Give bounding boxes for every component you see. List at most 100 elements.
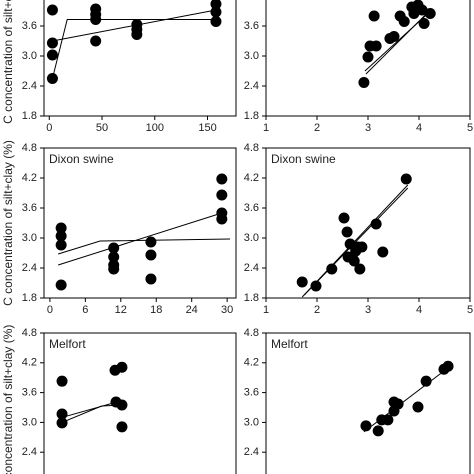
data-point xyxy=(356,241,368,253)
data-point xyxy=(55,239,67,251)
y-tick-label: 1.8 xyxy=(22,110,37,122)
data-point xyxy=(400,173,412,185)
data-point xyxy=(116,421,128,433)
y-tick-label: 1.8 xyxy=(244,292,259,304)
data-point xyxy=(116,399,128,411)
data-point xyxy=(46,73,58,84)
x-tick-label: 5 xyxy=(467,304,473,316)
x-tick-label: 2 xyxy=(314,122,320,134)
data-point xyxy=(145,273,157,285)
data-point xyxy=(210,16,222,27)
data-point xyxy=(382,414,394,426)
fit-line xyxy=(303,187,409,296)
data-point xyxy=(116,361,128,373)
y-axis-label: C concentration of silt+clay (%) xyxy=(1,0,15,124)
data-point xyxy=(90,14,102,25)
y-tick-label: 2.4 xyxy=(244,446,259,458)
fit-line xyxy=(58,238,231,255)
data-point xyxy=(216,213,228,225)
x-tick-label: 0 xyxy=(47,304,53,316)
x-tick-label: 100 xyxy=(146,122,164,134)
data-point xyxy=(90,35,102,47)
x-tick-label: 50 xyxy=(96,122,108,134)
x-tick-label: 30 xyxy=(221,304,233,316)
y-tick-label: 2.4 xyxy=(22,262,37,274)
y-tick-label: 4.2 xyxy=(22,172,37,184)
panel-title: Melfort xyxy=(49,337,86,351)
plot-frame xyxy=(43,147,237,299)
data-point xyxy=(216,189,228,201)
x-tick-label: 1 xyxy=(263,304,269,316)
y-tick-label: 4.2 xyxy=(244,0,259,2)
y-tick-label: 1.8 xyxy=(244,110,259,122)
data-point xyxy=(442,360,454,372)
y-axis-label: C concentration of silt+clay (%) xyxy=(1,325,15,474)
y-tick-label: 3.6 xyxy=(22,20,37,32)
y-tick-label: 4.2 xyxy=(22,0,37,2)
data-point xyxy=(55,279,67,291)
panel-title: Melfort xyxy=(271,337,308,351)
y-tick-label: 3.6 xyxy=(22,202,37,214)
y-tick-label: 4.8 xyxy=(244,327,259,339)
x-tick-label: 24 xyxy=(186,304,198,316)
fit-line xyxy=(61,402,116,418)
data-point xyxy=(310,280,322,292)
data-point xyxy=(338,212,350,224)
data-point xyxy=(55,230,67,242)
y-tick-label: 4.2 xyxy=(22,357,37,369)
data-point xyxy=(326,263,338,275)
x-tick-label: 6 xyxy=(82,304,88,316)
data-point xyxy=(424,8,436,19)
data-point xyxy=(55,222,67,234)
data-point xyxy=(210,6,222,18)
x-tick-label: 5 xyxy=(467,122,473,134)
data-point xyxy=(341,226,353,238)
fit-line xyxy=(51,19,216,79)
y-tick-label: 4.2 xyxy=(244,172,259,184)
data-point xyxy=(145,236,157,248)
data-point xyxy=(131,29,143,40)
x-tick-label: 18 xyxy=(150,304,162,316)
data-point xyxy=(348,255,360,267)
data-point xyxy=(108,263,120,275)
y-tick-label: 3.0 xyxy=(22,50,37,62)
data-point xyxy=(398,16,410,27)
data-point xyxy=(296,276,308,288)
plot-frame xyxy=(265,332,471,474)
x-tick-label: 1 xyxy=(263,122,269,134)
data-point xyxy=(370,40,382,52)
y-tick-label: 3.6 xyxy=(244,202,259,214)
x-tick-label: 3 xyxy=(365,122,371,134)
y-tick-label: 3.0 xyxy=(244,232,259,244)
y-tick-label: 2.4 xyxy=(244,80,259,92)
data-point xyxy=(56,417,68,429)
panel-title: Dixon swine xyxy=(271,152,336,166)
y-tick-label: 3.0 xyxy=(244,50,259,62)
data-point xyxy=(418,18,430,29)
y-tick-label: 1.8 xyxy=(22,292,37,304)
fit-line xyxy=(61,404,123,423)
data-point xyxy=(46,37,58,49)
data-point xyxy=(370,218,382,230)
y-tick-label: 3.0 xyxy=(22,232,37,244)
y-axis-label: C concentration of silt+clay (%) xyxy=(1,140,15,306)
plot-frame xyxy=(265,147,471,299)
data-point xyxy=(46,4,58,16)
y-tick-label: 3.6 xyxy=(244,387,259,399)
fit-line xyxy=(58,212,222,266)
x-tick-label: 4 xyxy=(416,122,422,134)
y-tick-label: 4.8 xyxy=(22,142,37,154)
data-point xyxy=(56,375,68,387)
y-tick-label: 3.0 xyxy=(244,416,259,428)
y-tick-label: 3.6 xyxy=(22,387,37,399)
data-point xyxy=(46,49,58,61)
data-point xyxy=(358,77,370,88)
data-point xyxy=(377,246,389,258)
x-tick-label: 3 xyxy=(365,304,371,316)
y-tick-label: 4.8 xyxy=(244,142,259,154)
data-point xyxy=(108,251,120,263)
data-point xyxy=(210,0,222,10)
data-point xyxy=(145,249,157,261)
x-tick-label: 12 xyxy=(115,304,127,316)
